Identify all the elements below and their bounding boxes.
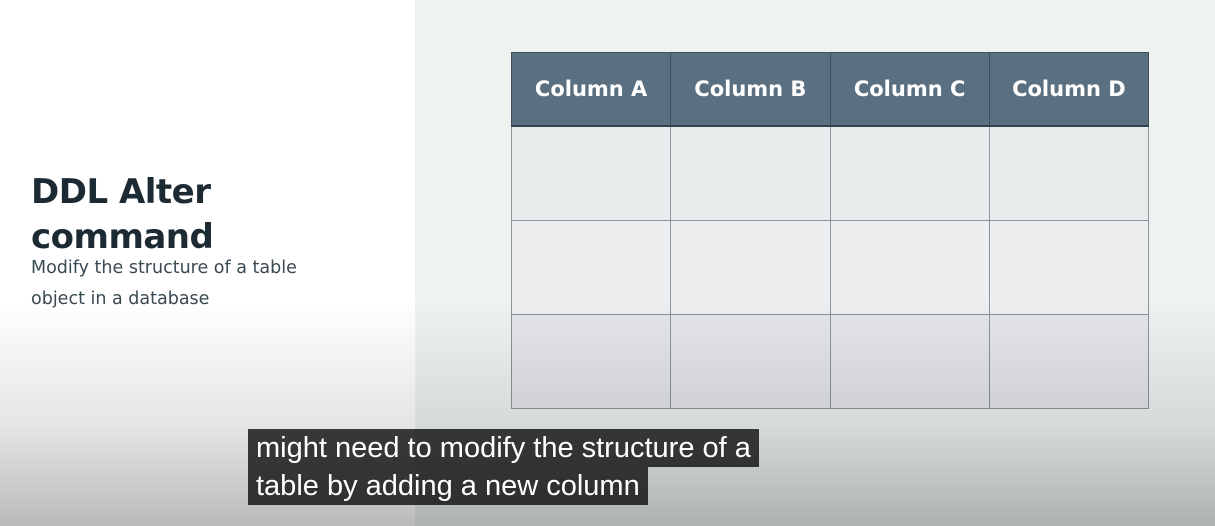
table-header-row: Column A Column B Column C Column D — [510, 52, 1150, 127]
slide-title: DDL Alter command — [31, 172, 214, 257]
caption-line-2: table by adding a new column — [248, 467, 648, 505]
table-cell — [829, 220, 990, 315]
table-row — [510, 314, 1150, 409]
caption-line-1: might need to modify the structure of a — [248, 429, 759, 467]
column-header-b: Column B — [670, 52, 831, 127]
column-header-d: Column D — [988, 52, 1150, 127]
table-cell — [988, 314, 1150, 409]
table-cell — [510, 220, 672, 315]
example-table: Column A Column B Column C Column D — [510, 52, 1150, 409]
table-cell — [829, 314, 990, 409]
table-cell — [988, 220, 1150, 315]
table-cell — [670, 125, 831, 221]
column-header-c: Column C — [829, 52, 990, 127]
table-cell — [510, 125, 672, 221]
table-cell — [829, 125, 990, 221]
table-cell — [670, 314, 831, 409]
table-row — [510, 220, 1150, 315]
slide-subtitle: Modify the structure of a table object i… — [31, 258, 297, 309]
column-header-a: Column A — [510, 52, 672, 127]
table-cell — [670, 220, 831, 315]
slide-left-panel: DDL Alter command Modify the structure o… — [0, 0, 415, 526]
closed-caption: might need to modify the structure of a … — [248, 429, 759, 505]
table-cell — [988, 125, 1150, 221]
table-row — [510, 125, 1150, 221]
table-cell — [510, 314, 672, 409]
